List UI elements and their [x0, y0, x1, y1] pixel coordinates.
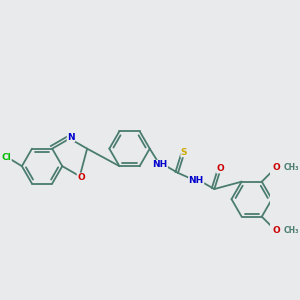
Text: N: N	[67, 133, 75, 142]
Text: O: O	[272, 163, 280, 172]
Text: NH: NH	[152, 160, 167, 169]
Text: CH₃: CH₃	[284, 226, 299, 235]
Text: CH₃: CH₃	[284, 163, 299, 172]
Text: O: O	[77, 173, 85, 182]
Text: O: O	[272, 226, 280, 235]
Text: S: S	[181, 148, 187, 157]
Text: NH: NH	[188, 176, 204, 185]
Text: Cl: Cl	[2, 153, 11, 162]
Text: O: O	[217, 164, 224, 173]
